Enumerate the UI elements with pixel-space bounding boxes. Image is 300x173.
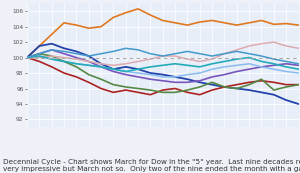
Text: Decennial Cycle - Chart shows March for Dow in the "5" year.  Last nine decades : Decennial Cycle - Chart shows March for … — [3, 159, 300, 172]
